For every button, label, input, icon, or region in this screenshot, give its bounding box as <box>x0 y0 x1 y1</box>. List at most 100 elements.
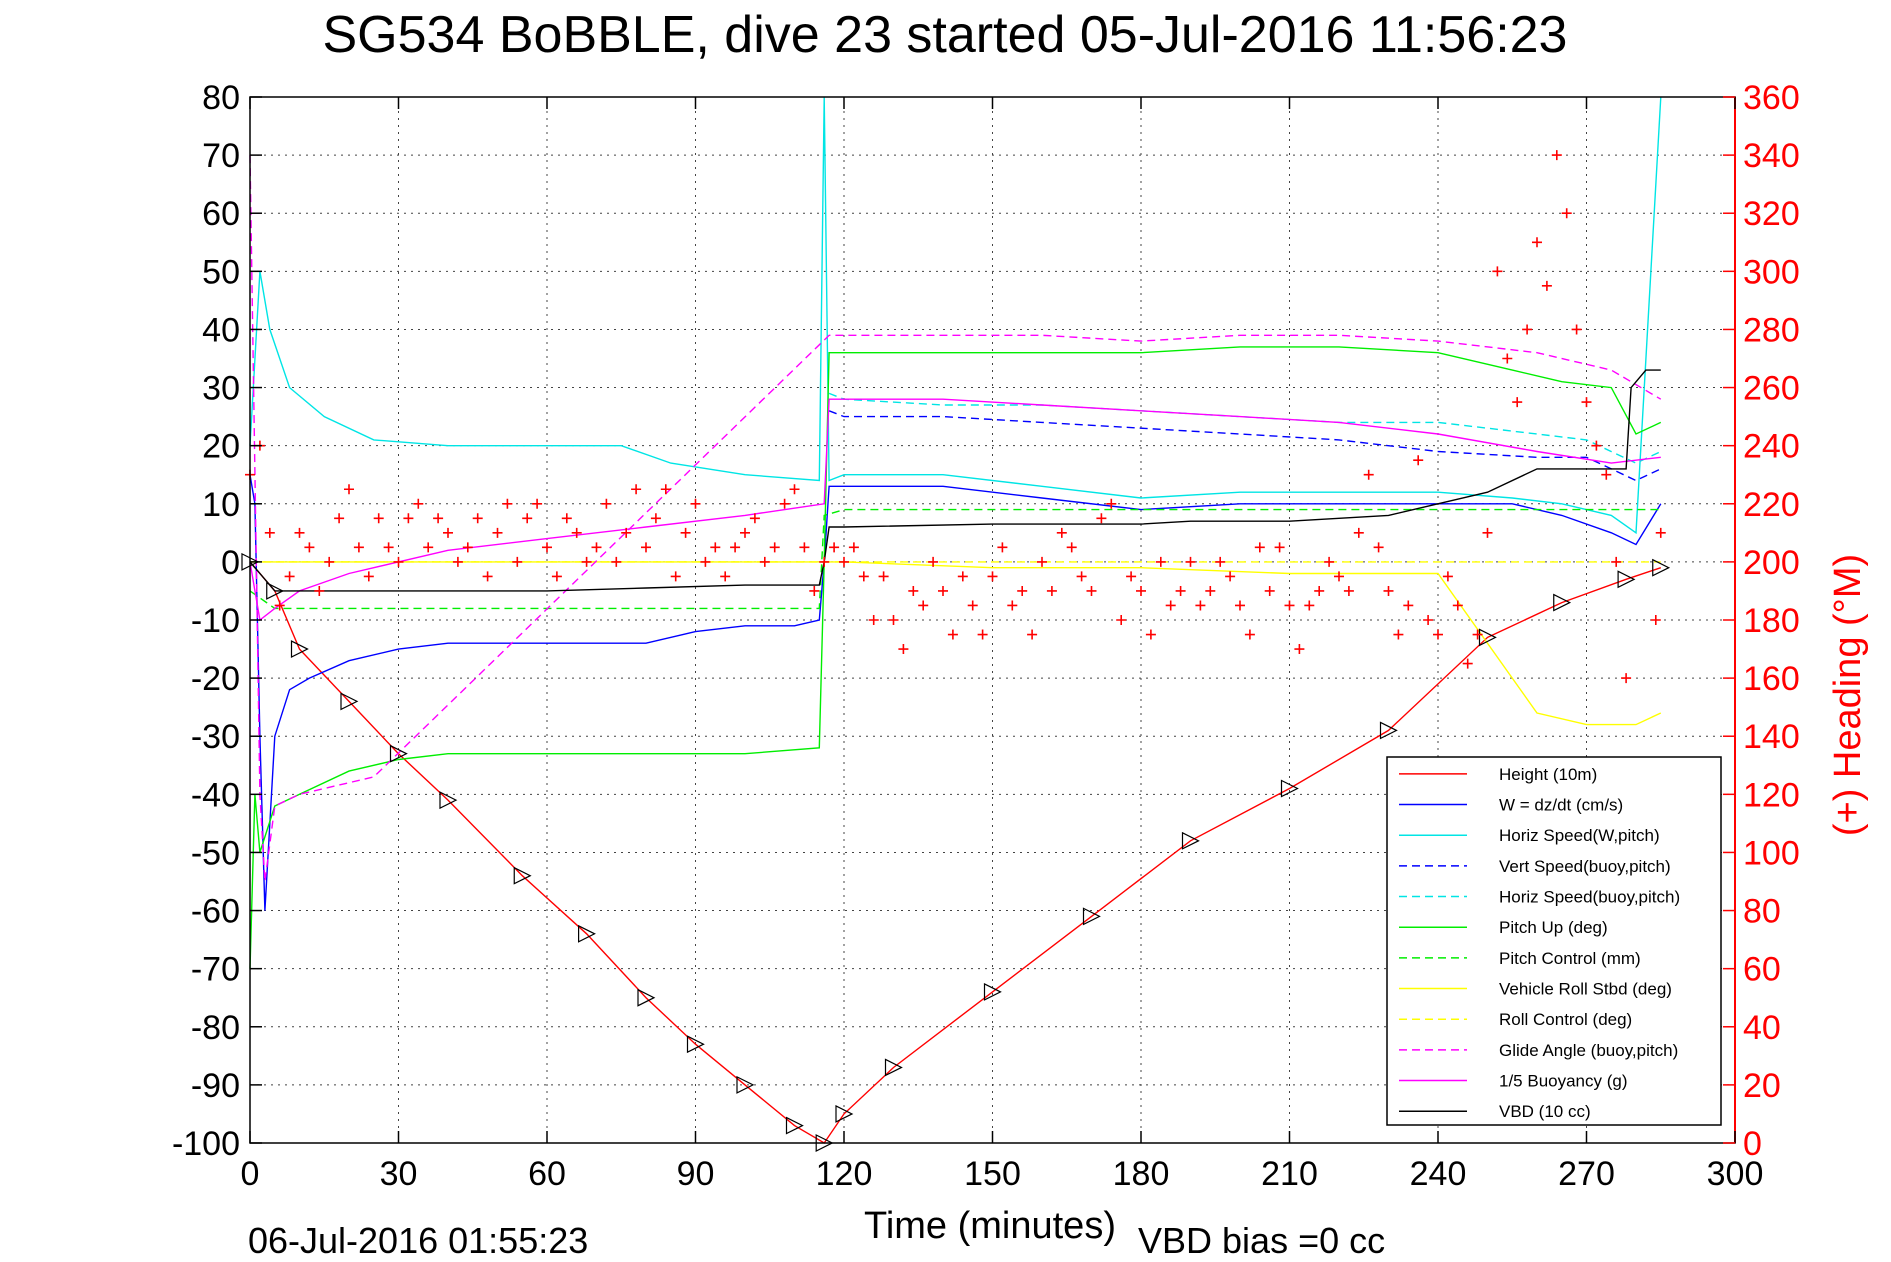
height-marker <box>835 1104 854 1123</box>
y-left-tick-label: -20 <box>191 660 240 698</box>
heading-point <box>1423 615 1434 625</box>
heading-point <box>314 585 325 596</box>
height-marker <box>637 988 656 1007</box>
heading-point <box>1284 600 1295 611</box>
heading-point <box>1066 542 1077 553</box>
heading-point <box>868 615 879 625</box>
heading-point <box>1254 542 1265 553</box>
series-line-2 <box>249 96 1662 535</box>
heading-point <box>967 600 978 611</box>
heading-point <box>1393 629 1404 640</box>
heading-point <box>1017 585 1028 596</box>
heading-point <box>1215 556 1226 567</box>
heading-point <box>918 600 929 611</box>
x-tick-label: 60 <box>528 1155 566 1193</box>
y-axis-left-ticks: 80 70 60 50 40 30 20 10 0 -10 -20 -30 -40 -50 -60 -70 -8… <box>172 79 262 1163</box>
heading-point <box>482 571 493 582</box>
heading-point <box>492 527 503 538</box>
y-right-tick-label: 0 <box>1743 1125 1762 1163</box>
heading-point <box>670 571 681 582</box>
y-left-tick-label: -30 <box>191 718 240 756</box>
heading-point <box>1037 556 1047 567</box>
heading-point <box>1502 353 1513 364</box>
y-right-tick-label: 280 <box>1743 311 1800 349</box>
heading-point <box>650 513 661 524</box>
legend-entry-7: Vehicle Roll Stbd (deg) <box>1499 980 1672 999</box>
heading-point <box>631 484 642 495</box>
legend-entry-6: Pitch Control (mm) <box>1499 949 1641 968</box>
heading-point <box>1027 629 1038 640</box>
height-marker <box>340 692 359 711</box>
heading-point <box>710 542 721 553</box>
heading-point <box>1442 571 1453 582</box>
legend-entry-5: Pitch Up (deg) <box>1499 918 1608 937</box>
y-right-tick-label: 40 <box>1743 1009 1781 1047</box>
heading-point <box>779 498 790 509</box>
y-axis-right-ticks: 3603403203002802602402202001801601401201… <box>1723 79 1800 1163</box>
y-left-tick-label: -90 <box>191 1067 240 1105</box>
heading-point <box>1492 266 1503 277</box>
heading-point <box>1373 542 1384 553</box>
heading-point <box>344 484 354 495</box>
heading-point <box>353 542 364 553</box>
heading-point <box>363 571 374 582</box>
height-marker <box>1379 721 1398 740</box>
heading-point <box>502 498 513 509</box>
x-tick-label: 120 <box>816 1155 873 1193</box>
heading-point <box>393 556 404 567</box>
heading-point <box>551 571 562 582</box>
heading-point <box>908 585 919 596</box>
heading-point <box>1314 585 1325 596</box>
y-axis-right-label: (+) Heading (°M) <box>1827 554 1869 836</box>
y-right-tick-label: 340 <box>1743 137 1800 175</box>
heading-point <box>1650 615 1661 625</box>
heading-point <box>621 527 632 538</box>
height-marker <box>1280 779 1299 798</box>
heading-point <box>1413 455 1424 466</box>
y-right-tick-label: 20 <box>1743 1067 1781 1105</box>
y-right-tick-label: 300 <box>1743 253 1800 291</box>
series-layer <box>241 96 1671 1152</box>
heading-point <box>1403 600 1414 611</box>
heading-point <box>1343 585 1354 596</box>
y-right-tick-label: 120 <box>1743 776 1800 814</box>
legend-entry-3: Vert Speed(buoy,pitch) <box>1499 857 1671 876</box>
series-line-11 <box>249 369 1661 592</box>
heading-point <box>1235 600 1245 611</box>
heading-point <box>1056 527 1067 538</box>
heading-point <box>809 585 820 596</box>
heading-point <box>1304 600 1315 611</box>
heading-point <box>740 527 750 538</box>
y-right-tick-label: 60 <box>1743 951 1781 989</box>
heading-point <box>1462 658 1473 669</box>
heading-point <box>1621 673 1632 684</box>
height-marker <box>513 866 532 885</box>
heading-point <box>759 556 770 567</box>
heading-point <box>878 571 889 582</box>
x-tick-label: 0 <box>241 1155 260 1193</box>
y-left-tick-label: 30 <box>202 370 240 408</box>
heading-point <box>383 542 394 553</box>
height-marker <box>785 1116 804 1135</box>
heading-point <box>1145 629 1156 640</box>
heading-point <box>1472 629 1483 640</box>
x-tick-label: 240 <box>1410 1155 1467 1193</box>
heading-point <box>680 527 691 538</box>
heading-point <box>1046 585 1057 596</box>
heading-point <box>957 571 968 582</box>
y-left-tick-label: 70 <box>202 137 240 175</box>
legend-entry-0: Height (10m) <box>1499 765 1597 784</box>
y-left-tick-label: 10 <box>202 486 240 524</box>
heading-point <box>1165 600 1176 611</box>
height-marker <box>1617 570 1636 589</box>
heading-point <box>1274 542 1285 553</box>
heading-point <box>611 556 622 567</box>
heading-point <box>413 498 424 509</box>
legend-entry-4: Horiz Speed(buoy,pitch) <box>1499 888 1680 907</box>
y-left-tick-label: 0 <box>221 544 240 582</box>
y-right-tick-label: 260 <box>1743 370 1800 408</box>
heading-point <box>997 542 1008 553</box>
height-marker <box>983 982 1002 1001</box>
x-axis-label: Time (minutes) <box>864 1205 1116 1247</box>
y-left-tick-label: 50 <box>202 253 240 291</box>
